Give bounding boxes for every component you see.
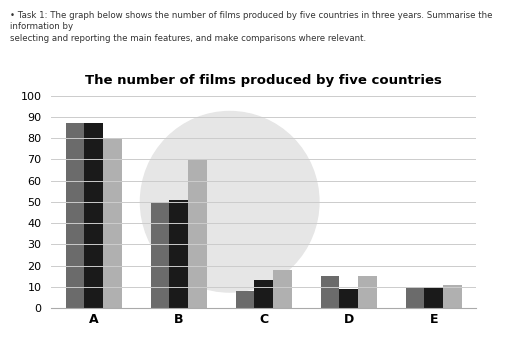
Text: • Task 1: The graph below shows the number of films produced by five countries i: • Task 1: The graph below shows the numb… [10, 11, 493, 43]
Bar [406, 287, 424, 308]
Bar [103, 138, 122, 308]
Bar [236, 291, 254, 308]
Bar [84, 123, 103, 308]
Bar [169, 200, 188, 308]
Bar [358, 276, 377, 308]
Bar [66, 123, 84, 308]
Bar [443, 285, 462, 308]
Bar [151, 202, 169, 308]
Bar [254, 280, 273, 308]
Bar [424, 287, 443, 308]
Bar [339, 289, 358, 308]
Ellipse shape [140, 112, 319, 292]
Bar [273, 270, 292, 308]
Title: The number of films produced by five countries: The number of films produced by five cou… [85, 74, 442, 87]
Bar [321, 276, 339, 308]
Bar [188, 159, 207, 308]
